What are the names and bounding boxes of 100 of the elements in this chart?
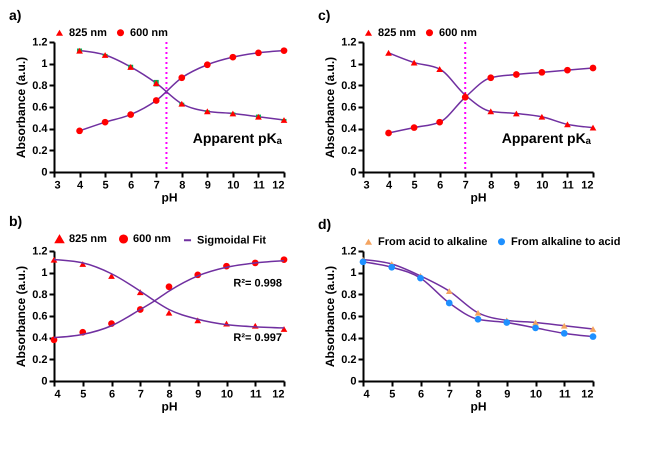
point (360, 258, 366, 266)
y-tick-label: 1.2 (341, 246, 356, 258)
point (385, 50, 392, 56)
legend-label: From alkaline to acid (511, 236, 620, 248)
x-tick-label: 10 (530, 388, 542, 400)
point (76, 127, 83, 134)
point (280, 47, 288, 54)
x-tick-label: 12 (272, 180, 284, 192)
point (560, 322, 568, 329)
x-tick-label: 9 (204, 180, 211, 192)
y-tick-label: 1 (41, 267, 48, 280)
annotation: R²= 0.997 (233, 332, 282, 344)
x-tick-label: 8 (488, 180, 494, 192)
x-tick-label: 3 (54, 180, 61, 192)
x-tick-label: 9 (195, 388, 202, 400)
point (166, 283, 172, 290)
y-tick-label: 0.2 (32, 144, 48, 157)
x-axis-title: pH (162, 190, 178, 204)
point (560, 330, 568, 337)
y-tick-label: 0.4 (341, 123, 358, 136)
y-axis-title: Absorbance (a.u.) (14, 266, 28, 368)
x-tick-label: 12 (581, 388, 594, 400)
x-axis-title: pH (470, 190, 486, 204)
point (487, 74, 494, 82)
y-axis-title: Absorbance (a.u.) (14, 56, 28, 158)
point (255, 49, 262, 56)
y-tick-label: 0 (41, 376, 48, 388)
x-tick-label: 5 (102, 180, 109, 192)
legend-label: 600 nm (439, 26, 478, 39)
x-tick-label: 7 (446, 388, 453, 400)
point (388, 264, 396, 271)
y-tick-label: 0 (41, 166, 48, 178)
x-tick-label: 7 (154, 180, 160, 192)
x-tick-label: 5 (412, 180, 418, 192)
point (230, 54, 236, 61)
x-tick-label: 11 (558, 388, 571, 400)
x-tick-label: 7 (462, 180, 469, 192)
y-tick-label: 0.4 (32, 123, 48, 136)
point (446, 288, 453, 294)
y-tick-label: 0.6 (32, 310, 48, 322)
y-tick-label: 1.2 (32, 36, 48, 48)
point (590, 64, 596, 72)
annotation: Apparent pKₐ (502, 130, 592, 146)
point (564, 66, 571, 74)
y-tick-label: 0.2 (32, 354, 48, 366)
point (462, 94, 469, 101)
chart-title: b) (9, 213, 22, 229)
point (436, 118, 444, 126)
point (512, 71, 520, 78)
x-tick-label: 7 (138, 388, 144, 400)
point (474, 316, 482, 323)
legend-label: 825 nm (378, 26, 416, 39)
x-tick-label: 11 (253, 180, 265, 192)
point (108, 273, 115, 279)
y-tick-label: 1.2 (341, 36, 356, 48)
legend-label: From acid to alkaline (378, 236, 488, 248)
x-tick-label: 6 (437, 180, 444, 192)
point (590, 333, 596, 340)
y-tick-label: 0.6 (341, 310, 356, 322)
y-tick-label: 1.2 (32, 246, 48, 258)
point (152, 97, 160, 104)
x-tick-label: 12 (581, 180, 594, 192)
legend-label: 825 nm (69, 233, 108, 246)
y-tick-label: 0 (350, 376, 356, 388)
point (512, 110, 520, 116)
point (436, 66, 444, 72)
x-tick-label: 8 (166, 388, 173, 400)
point (410, 124, 418, 131)
point (417, 274, 424, 282)
point (446, 300, 453, 306)
point (410, 60, 418, 66)
annotation: R²= 0.998 (233, 278, 282, 290)
x-tick-label: 4 (364, 388, 370, 400)
x-tick-label: 11 (562, 180, 574, 192)
point (474, 310, 482, 316)
point (102, 118, 108, 126)
y-tick-label: 0 (350, 166, 356, 178)
point (166, 310, 172, 316)
point (204, 61, 211, 68)
x-tick-label: 6 (418, 388, 424, 400)
x-tick-label: 6 (108, 388, 116, 400)
point (590, 124, 596, 130)
point (385, 130, 392, 136)
chart-title: d) (318, 216, 332, 232)
y-tick-label: 0.6 (341, 102, 356, 114)
y-tick-label: 0.8 (341, 80, 356, 92)
point (487, 108, 494, 114)
y-tick-label: 1 (41, 58, 48, 70)
y-tick-label: 1 (350, 58, 356, 70)
x-tick-label: 5 (80, 388, 86, 400)
point (538, 114, 546, 120)
legend-label: 600 nm (130, 26, 168, 39)
y-tick-label: 0.8 (32, 80, 48, 92)
x-tick-label: 4 (76, 180, 84, 192)
x-tick-label: 5 (389, 388, 396, 400)
legend-label: 825 nm (69, 26, 108, 39)
y-tick-label: 0.4 (341, 332, 358, 344)
y-tick-label: 0.8 (341, 288, 356, 301)
y-tick-label: 0.2 (341, 144, 356, 157)
y-axis-title: Absorbance (a.u.) (323, 266, 338, 368)
